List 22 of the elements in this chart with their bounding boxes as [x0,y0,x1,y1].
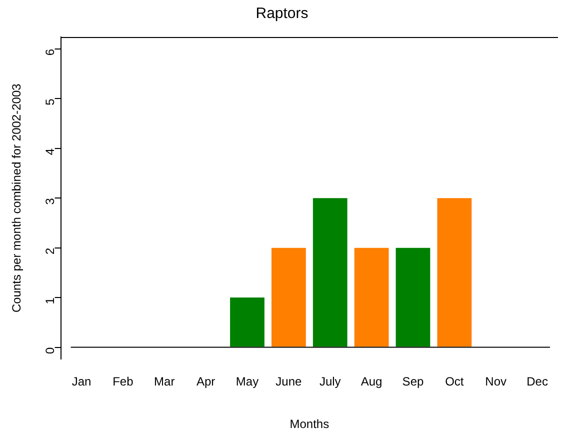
x-tick-label: June [276,374,302,389]
x-tick-label: Sep [402,374,424,389]
x-tick-label: May [236,374,259,389]
y-tick-label: 6 [43,48,58,56]
y-tick-label: 2 [43,248,58,255]
y-tick-label: 3 [43,198,58,205]
x-tick-label: July [319,374,341,389]
x-tick-label: Oct [445,374,464,389]
x-axis-title: Months [290,417,330,432]
chart-title: Raptors [256,5,308,22]
y-axis-title: Counts per month combined for 2002-2003 [10,83,24,313]
x-tick-label: Mar [154,374,175,389]
y-tick-label: 0 [43,346,58,354]
y-tick-label: 5 [43,98,58,106]
y-tick-label: 1 [43,297,58,304]
x-tick-label: Dec [526,374,548,389]
x-tick-label: Apr [196,374,216,389]
y-tick-label: 4 [43,148,58,156]
x-tick-label: Aug [360,374,382,389]
x-tick-label: Jan [72,374,92,389]
x-tick-label: Nov [485,374,507,389]
x-tick-label: Feb [112,374,134,389]
